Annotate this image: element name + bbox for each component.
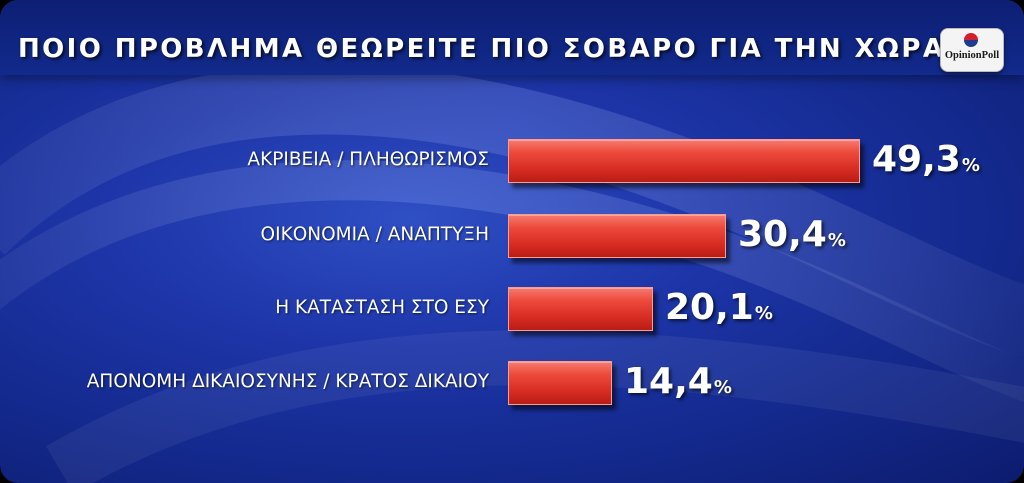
- data-label-value: 20,1: [665, 287, 754, 328]
- data-label-unit: %: [961, 155, 980, 176]
- bar-row: Η ΚΑΤΑΣΤΑΣΗ ΣΤΟ ΕΣΥ 20,1%: [0, 278, 1024, 338]
- data-label: 49,3%: [872, 130, 980, 190]
- bar: [508, 214, 726, 258]
- bar-row: ΟΙΚΟΝΟΜΙΑ / ΑΝΑΠΤΥΞΗ 30,4%: [0, 205, 1024, 265]
- data-label: 14,4%: [624, 352, 732, 412]
- chart-title: ΠΟΙΟ ΠΡΟΒΛΗΜΑ ΘΕΩΡΕΙΤΕ ΠΙΟ ΣΟΒΑΡΟ ΓΙΑ ΤΗ…: [18, 34, 959, 64]
- logo-text: OpinionPoll: [944, 50, 1000, 61]
- category-label: ΟΙΚΟΝΟΜΙΑ / ΑΝΑΠΤΥΞΗ: [260, 224, 489, 245]
- data-label-value: 30,4: [738, 214, 827, 255]
- data-label-value: 49,3: [872, 139, 961, 180]
- data-label-unit: %: [754, 303, 773, 324]
- title-bar: ΠΟΙΟ ΠΡΟΒΛΗΜΑ ΘΕΩΡΕΙΤΕ ΠΙΟ ΣΟΒΑΡΟ ΓΙΑ ΤΗ…: [0, 0, 1024, 75]
- data-label-unit: %: [827, 230, 846, 251]
- bar: [508, 361, 612, 405]
- data-label-value: 14,4: [624, 361, 713, 402]
- data-label: 20,1%: [665, 278, 773, 338]
- category-label: ΑΠΟΝΟΜΗ ΔΙΚΑΙΟΣΥΝΗΣ / ΚΡΑΤΟΣ ΔΙΚΑΙΟΥ: [86, 371, 489, 392]
- opinionpoll-logo: OpinionPoll: [940, 28, 1004, 72]
- bar: [508, 139, 860, 183]
- data-label: 30,4%: [738, 205, 846, 265]
- bar: [508, 287, 653, 331]
- category-label: Η ΚΑΤΑΣΤΑΣΗ ΣΤΟ ΕΣΥ: [275, 297, 489, 318]
- bar-row: ΑΠΟΝΟΜΗ ΔΙΚΑΙΟΣΥΝΗΣ / ΚΡΑΤΟΣ ΔΙΚΑΙΟΥ 14,4…: [0, 352, 1024, 412]
- data-label-unit: %: [713, 377, 732, 398]
- logo-mark-icon: [964, 33, 978, 47]
- category-label: ΑΚΡΙΒΕΙΑ / ΠΛΗΘΩΡΙΣΜΟΣ: [247, 149, 489, 170]
- bar-row: ΑΚΡΙΒΕΙΑ / ΠΛΗΘΩΡΙΣΜΟΣ 49,3%: [0, 130, 1024, 190]
